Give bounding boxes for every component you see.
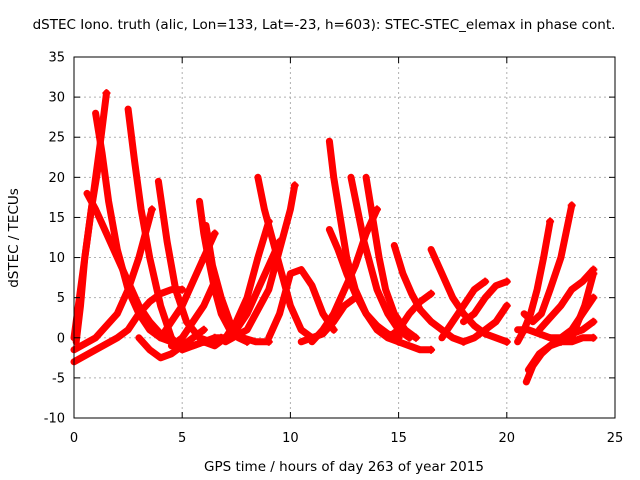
series-24-end-marker — [411, 333, 420, 342]
series-31-line — [460, 278, 511, 326]
series-7-end-marker — [147, 205, 156, 214]
series-1-end-marker — [102, 89, 111, 98]
series-13-line — [202, 222, 273, 346]
y-tick-label: 35 — [48, 51, 65, 66]
y-tick-label: 0 — [57, 331, 65, 346]
series-14-line — [200, 218, 273, 350]
series-38-line — [514, 326, 565, 346]
series-7-line — [70, 205, 156, 354]
series-34-end-marker — [589, 333, 598, 342]
series-11-line — [167, 278, 219, 350]
series-27-end-marker — [427, 289, 436, 298]
x-axis-label: GPS time / hours of day 263 of year 2015 — [204, 459, 484, 475]
y-axis-label: dSTEC / TECUs — [6, 188, 22, 288]
y-tick-label: 15 — [48, 211, 65, 226]
series-37-end-marker — [589, 293, 598, 302]
series-29-line — [438, 278, 489, 342]
series-33-line — [520, 201, 576, 326]
series-16-line — [254, 173, 316, 342]
series-39-end-marker — [589, 269, 598, 278]
series-2-end-marker — [93, 165, 102, 174]
series-25-line — [390, 242, 467, 346]
series-30-line — [460, 302, 511, 346]
series-30-end-marker — [502, 301, 511, 310]
series-33-end-marker — [567, 201, 576, 210]
series-17-line — [265, 266, 338, 342]
series-2-line — [72, 165, 102, 346]
series-5-line — [124, 105, 219, 354]
series-9-line — [135, 326, 208, 362]
series-27-line — [384, 290, 435, 342]
tick-layer: 0 5 10 15 20 25 -10 -5 0 5 10 15 20 25 30 35 — [44, 51, 624, 447]
x-tick-label: 0 — [70, 431, 78, 446]
x-tick-label: 20 — [499, 431, 516, 446]
series-36-line — [535, 266, 597, 334]
x-tick-label: 5 — [178, 431, 186, 446]
series-31-end-marker — [502, 277, 511, 286]
series-8-end-marker — [178, 285, 187, 294]
series-26-end-marker — [502, 337, 511, 346]
series-32-end-marker — [546, 217, 555, 226]
series-4-line — [92, 109, 186, 350]
series-9-end-marker — [199, 325, 208, 334]
series-38-end-marker — [556, 337, 565, 346]
y-tick-label: -5 — [52, 371, 65, 386]
plot-frame — [73, 56, 616, 419]
series-28-end-marker — [427, 345, 436, 354]
series-29-end-marker — [481, 277, 490, 286]
x-tick-label: 10 — [282, 431, 299, 446]
y-tick-label: -10 — [44, 412, 65, 427]
series-10-end-marker — [210, 229, 219, 238]
x-tick-label: 25 — [607, 431, 624, 446]
y-tick-label: 10 — [48, 251, 65, 266]
series-24-line — [362, 173, 420, 342]
series-28-line — [395, 338, 435, 354]
series-8-line — [70, 286, 186, 366]
series-39-line — [568, 270, 597, 342]
x-tick-label: 15 — [390, 431, 407, 446]
y-tick-label: 20 — [48, 171, 65, 186]
chart-title: dSTEC Iono. truth (alic, Lon=133, Lat=-2… — [33, 17, 616, 33]
series-18-line — [222, 181, 299, 346]
y-tick-label: 5 — [57, 291, 65, 306]
series-35-end-marker — [589, 317, 598, 326]
y-tick-label: 25 — [48, 131, 65, 146]
series-18-end-marker — [290, 181, 299, 190]
series-22-line — [325, 226, 403, 342]
y-tick-label: 30 — [48, 91, 65, 106]
series-20-line — [308, 205, 381, 346]
data-layer — [70, 89, 598, 386]
